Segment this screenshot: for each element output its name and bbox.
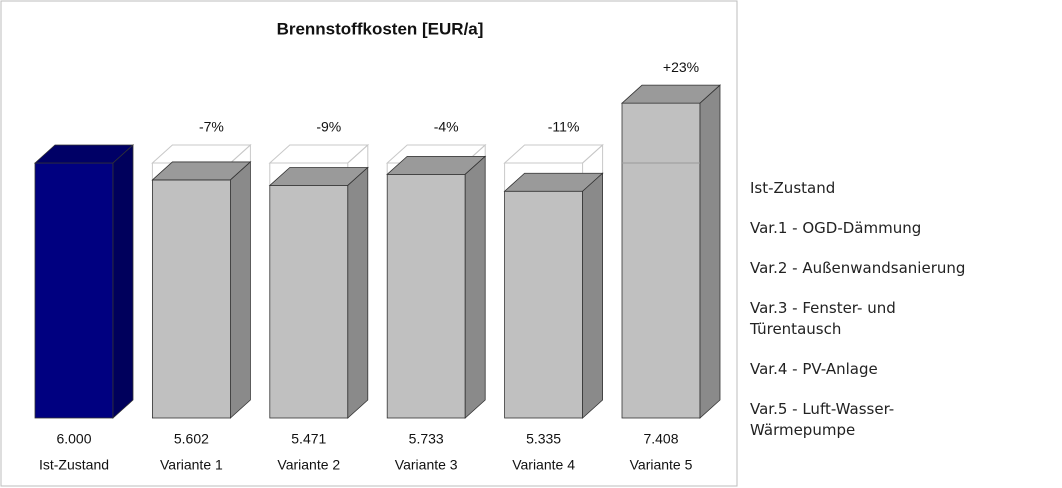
- value-label: 5.733: [409, 431, 444, 447]
- bar-front: [34, 162, 114, 419]
- x-tick-label: Ist-Zustand: [39, 457, 109, 473]
- change-label: +23%: [663, 59, 699, 75]
- legend-list: Ist-Zustand Var.1 - OGD-Dämmung Var.2 - Au…: [750, 178, 966, 460]
- bar-front: [386, 173, 466, 419]
- x-tick-label: Variante 5: [630, 457, 693, 473]
- x-tick-label: Variante 3: [395, 457, 458, 473]
- bar-front: [504, 190, 584, 419]
- bar-side: [229, 161, 251, 419]
- bar-side: [582, 172, 603, 419]
- bar-front: [151, 179, 231, 419]
- legend-item: Var.4 - PV-Anlage: [750, 360, 878, 378]
- change-label: -9%: [316, 119, 341, 135]
- change-label: -7%: [199, 119, 224, 135]
- bar-front: [621, 102, 701, 419]
- bar-side: [112, 144, 134, 419]
- value-label: 5.335: [526, 431, 561, 447]
- change-label: -4%: [434, 119, 459, 135]
- bar-side: [464, 155, 486, 419]
- chart: Brennstoffkosten [EUR/a] 6.000 Ist-Zustan…: [0, 0, 738, 487]
- legend-item: Ist-Zustand: [750, 179, 836, 197]
- value-label: 7.408: [643, 431, 678, 447]
- x-tick-label: Variante 2: [277, 457, 340, 473]
- change-label: -11%: [548, 119, 580, 135]
- x-tick-label: Variante 4: [512, 457, 575, 473]
- bar-side: [347, 166, 369, 419]
- value-label: 5.602: [174, 431, 209, 447]
- legend-item: Var.5 - Luft-Wasser-Wärmepumpe: [750, 400, 895, 439]
- x-tick-label: Variante 1: [160, 457, 223, 473]
- chart-title: Brennstoffkosten [EUR/a]: [277, 19, 484, 38]
- legend-item: Var.1 - OGD-Dämmung: [750, 219, 922, 237]
- bar-side: [699, 84, 721, 419]
- bar-front: [269, 185, 349, 419]
- value-label: 5.471: [291, 431, 326, 447]
- legend-item: Var.3 - Fenster- und Türentausch: [750, 299, 896, 338]
- legend-item: Var.2 - Außenwandsanierung: [750, 259, 966, 277]
- value-label: 6.000: [56, 431, 91, 447]
